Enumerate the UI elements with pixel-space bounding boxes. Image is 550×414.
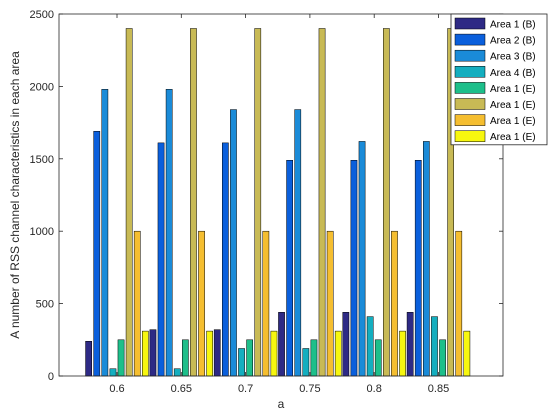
bar bbox=[406, 312, 414, 377]
legend: Area 1 (B) Area 2 (B) Area 3 (B) Area 4 (B)… bbox=[450, 13, 548, 146]
y-tick-label: 2500 bbox=[30, 9, 54, 21]
x-tick-label: 0.85 bbox=[428, 383, 449, 395]
bar bbox=[133, 230, 141, 377]
x-tick-label: 0.65 bbox=[171, 383, 192, 395]
bar bbox=[182, 339, 189, 377]
legend-label: Area 1 (B) bbox=[490, 20, 536, 31]
y-tick-label: 1500 bbox=[30, 154, 54, 166]
bar bbox=[334, 330, 342, 377]
bar bbox=[342, 312, 350, 377]
axes-box bbox=[58, 13, 504, 377]
bar bbox=[213, 329, 221, 377]
x-tick-label: 0.8 bbox=[367, 383, 382, 395]
bar bbox=[157, 142, 165, 377]
bar bbox=[278, 312, 285, 377]
y-tick-label: 2000 bbox=[30, 81, 54, 93]
legend-swatch bbox=[454, 114, 486, 126]
bar bbox=[294, 109, 302, 377]
bar bbox=[246, 339, 254, 377]
bar bbox=[414, 160, 422, 377]
bar bbox=[142, 330, 149, 377]
y-axis-label: A number of RSS channel characteristics … bbox=[8, 51, 22, 339]
legend-swatch bbox=[454, 82, 486, 94]
legend-swatch bbox=[454, 17, 486, 30]
legend-label: Area 1 (E) bbox=[490, 116, 536, 127]
bar bbox=[350, 160, 358, 377]
bar bbox=[230, 109, 237, 377]
bar bbox=[222, 142, 229, 377]
bar bbox=[383, 28, 390, 377]
bar bbox=[198, 230, 205, 377]
x-tick-label: 0.6 bbox=[109, 383, 124, 395]
bar bbox=[93, 131, 101, 377]
bar bbox=[149, 329, 157, 377]
bar bbox=[173, 368, 181, 377]
legend-label: Area 1 (E) bbox=[490, 132, 536, 143]
bar bbox=[101, 89, 109, 377]
bar bbox=[270, 330, 278, 377]
legend-swatch bbox=[454, 49, 486, 62]
axes-group: 0 500 1000 1500 2000 2500 0.6 0.65 0.7 0.75 0.8 0.8… bbox=[30, 9, 504, 395]
bar bbox=[431, 316, 438, 377]
bar bbox=[374, 339, 382, 377]
bar bbox=[125, 28, 133, 377]
bar bbox=[85, 341, 93, 377]
legend-swatch bbox=[454, 98, 486, 110]
legend-swatch bbox=[454, 33, 486, 46]
bar bbox=[310, 339, 318, 377]
legend-swatch bbox=[454, 130, 486, 142]
bar bbox=[358, 141, 366, 377]
legend-label: Area 1 (E) bbox=[490, 84, 536, 95]
legend-swatch bbox=[454, 66, 486, 78]
bar bbox=[423, 141, 430, 377]
legend-label: Area 1 (E) bbox=[490, 100, 536, 111]
bar bbox=[254, 28, 262, 377]
bar bbox=[117, 339, 125, 377]
bar bbox=[286, 160, 293, 377]
bar bbox=[190, 28, 197, 377]
bar bbox=[206, 330, 214, 377]
y-tick-label: 500 bbox=[36, 299, 54, 311]
bar bbox=[366, 316, 374, 377]
bar bbox=[165, 89, 173, 377]
bar bbox=[391, 230, 398, 377]
bar bbox=[109, 368, 117, 377]
x-tick-label: 0.7 bbox=[238, 383, 253, 395]
legend-label: Area 2 (B) bbox=[490, 36, 536, 47]
bar bbox=[238, 348, 245, 377]
bar bbox=[302, 348, 310, 377]
y-tick-label: 0 bbox=[48, 371, 54, 383]
bar bbox=[463, 330, 471, 377]
legend-label: Area 3 (B) bbox=[490, 52, 536, 63]
bar bbox=[326, 230, 334, 377]
legend-label: Area 4 (B) bbox=[490, 68, 536, 79]
bar bbox=[455, 230, 463, 377]
bar bbox=[439, 339, 446, 377]
bar bbox=[318, 28, 326, 377]
y-tick-label: 1000 bbox=[30, 226, 54, 238]
x-axis-label: a bbox=[278, 397, 285, 411]
bar bbox=[262, 230, 270, 377]
x-tick-label: 0.75 bbox=[299, 383, 320, 395]
bar bbox=[399, 330, 406, 377]
